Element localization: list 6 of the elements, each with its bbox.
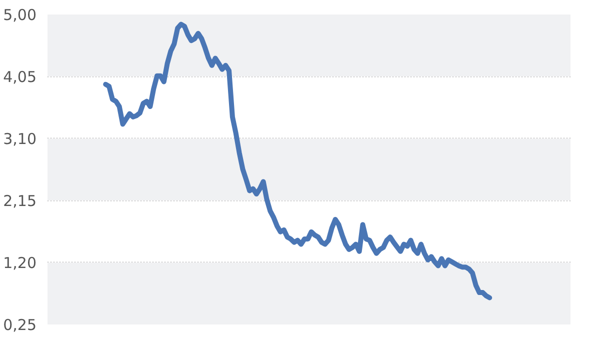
y-tick-label: 1,20: [3, 254, 37, 272]
y-tick-label: 3,10: [3, 130, 37, 148]
y-tick-label: 2,15: [3, 192, 37, 210]
y-tick-label: 0,25: [3, 316, 37, 334]
y-tick-label: 5,00: [3, 6, 37, 24]
y-tick-label: 4,05: [3, 68, 37, 86]
